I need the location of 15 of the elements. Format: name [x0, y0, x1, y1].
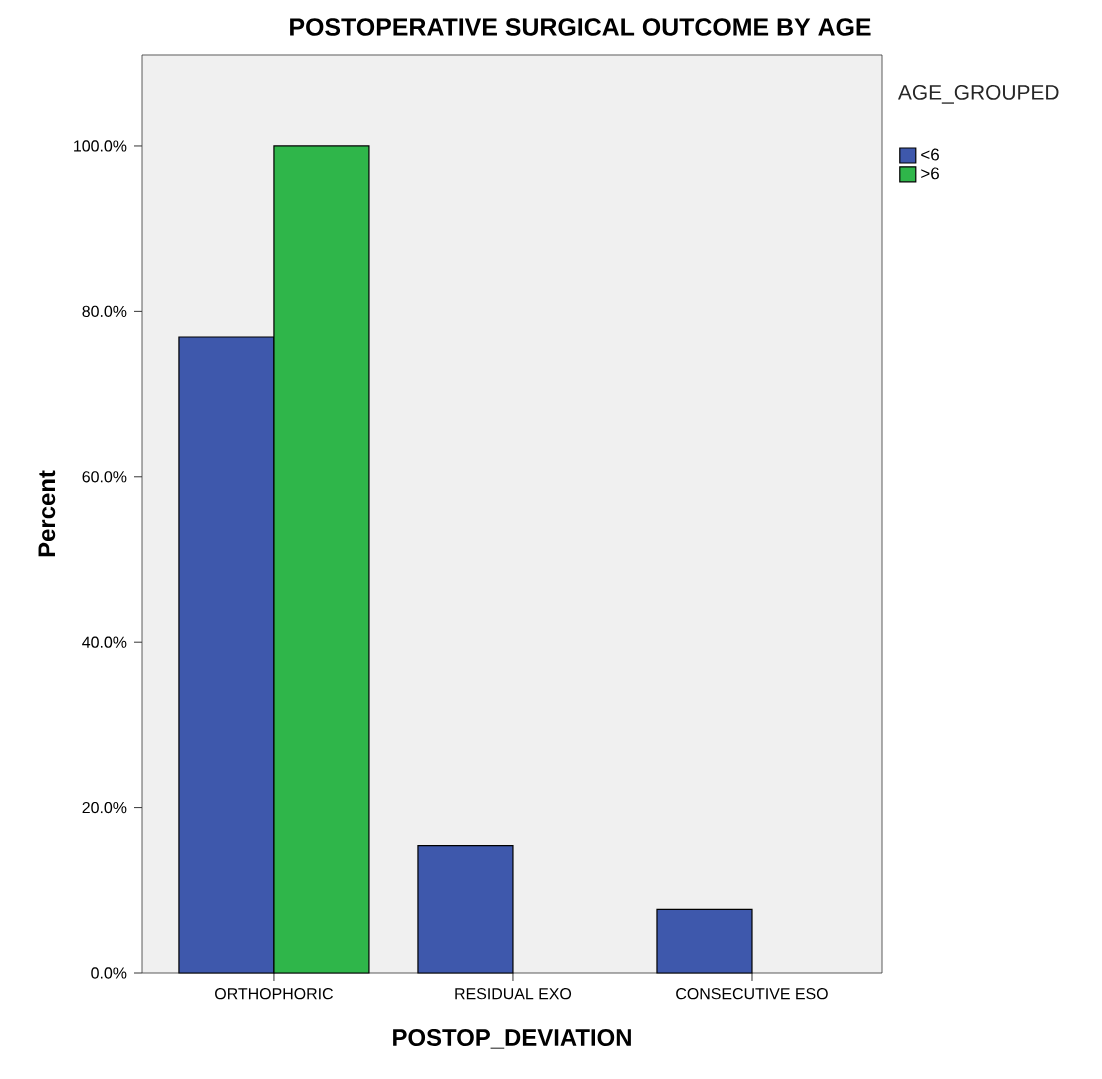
y-tick-label: 100.0%: [74, 140, 127, 152]
x-tick-label: CONSECUTIVE ESO: [676, 988, 828, 1000]
legend-label: <6: [921, 148, 939, 161]
y-axis-title: Percent: [38, 470, 56, 557]
y-tick-label: 40.0%: [82, 636, 127, 648]
legend-title: AGE_GROUPED: [897, 84, 1059, 104]
legend-label: >6: [921, 167, 939, 180]
y-tick-label: 20.0%: [82, 801, 127, 814]
x-axis-title: POSTOP_DEVIATION: [393, 1029, 631, 1049]
x-tick-label: RESIDUAL EXO: [455, 988, 572, 1000]
chart-title: POSTOPERATIVE SURGICAL OUTCOME BY AGE: [290, 18, 871, 36]
y-tick-label: 0.0%: [91, 967, 127, 979]
y-tick-label: 60.0%: [82, 471, 127, 483]
y-tick-label: 80.0%: [82, 305, 127, 318]
x-tick-label: ORTHOPHORIC: [215, 988, 333, 1000]
